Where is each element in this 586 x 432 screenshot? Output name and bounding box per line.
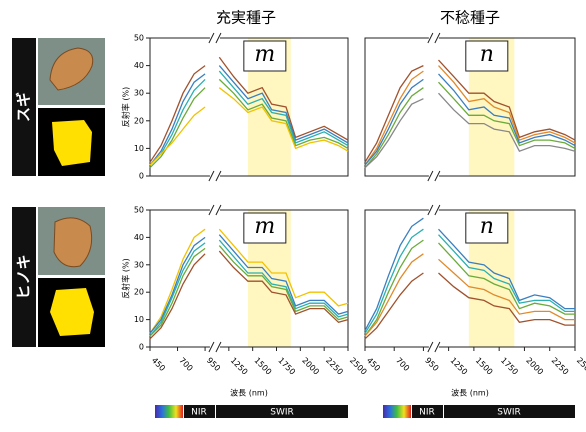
column-title: 不稔種子 bbox=[440, 9, 500, 27]
figure: 充実種子 不稔種子 スギ ヒノキ NIR SWIR NIR SWIR 0 10 20… bbox=[0, 0, 586, 428]
row-label: スギ bbox=[15, 92, 33, 122]
row-label: ヒノキ bbox=[15, 254, 33, 299]
y-tick-label: 10 bbox=[134, 315, 144, 324]
y-tick-label: 10 bbox=[134, 144, 144, 153]
y-tick-label: 20 bbox=[134, 288, 144, 297]
x-tick-label: 1250 bbox=[229, 356, 250, 377]
seed-shape bbox=[54, 218, 92, 267]
x-tick-label: 700 bbox=[394, 356, 411, 373]
x-tick-label: 2250 bbox=[324, 356, 345, 377]
x-tick-label: 2000 bbox=[300, 356, 321, 377]
x-tick-label: 1500 bbox=[474, 356, 495, 377]
y-axis-label: 反射率 (%) bbox=[121, 87, 131, 127]
y-axis-label: 反射率 (%) bbox=[121, 258, 131, 298]
x-tick-label: 1750 bbox=[276, 356, 297, 377]
x-axis-label: 波長 (nm) bbox=[230, 388, 268, 398]
x-tick-label: 950 bbox=[205, 356, 222, 373]
y-tick-label: 40 bbox=[134, 233, 144, 242]
panel-label: m bbox=[254, 214, 275, 239]
band-label: NIR bbox=[191, 408, 207, 418]
visible-band bbox=[383, 405, 411, 418]
y-tick-label: 50 bbox=[134, 206, 144, 215]
x-tick-label: 700 bbox=[177, 356, 194, 373]
visible-band bbox=[155, 405, 183, 418]
y-tick-label: 0 bbox=[139, 172, 144, 181]
x-tick-label: 1250 bbox=[448, 356, 469, 377]
y-tick-label: 20 bbox=[134, 116, 144, 125]
panel-label: n bbox=[480, 214, 494, 239]
x-tick-label: 2500 bbox=[575, 356, 586, 377]
x-axis-label: 波長 (nm) bbox=[451, 388, 489, 398]
y-tick-label: 0 bbox=[139, 343, 144, 352]
panel-label: m bbox=[254, 42, 275, 67]
x-tick-label: 2500 bbox=[348, 356, 369, 377]
y-tick-label: 50 bbox=[134, 34, 144, 43]
y-tick-label: 30 bbox=[134, 89, 144, 98]
column-title: 充実種子 bbox=[216, 9, 276, 27]
band-label: SWIR bbox=[497, 408, 521, 418]
x-tick-label: 2000 bbox=[524, 356, 545, 377]
panel-label: n bbox=[480, 42, 494, 67]
x-tick-label: 2250 bbox=[550, 356, 571, 377]
x-tick-label: 450 bbox=[150, 356, 167, 373]
page: 充実種子 不稔種子 スギ ヒノキ NIR SWIR NIR SWIR 0 10 20… bbox=[0, 0, 586, 428]
band-label: SWIR bbox=[270, 408, 294, 418]
band-label: NIR bbox=[419, 408, 435, 418]
y-tick-label: 30 bbox=[134, 260, 144, 269]
x-tick-label: 1750 bbox=[499, 356, 520, 377]
x-tick-label: 1500 bbox=[252, 356, 273, 377]
x-tick-label: 950 bbox=[423, 356, 440, 373]
y-tick-label: 40 bbox=[134, 61, 144, 70]
